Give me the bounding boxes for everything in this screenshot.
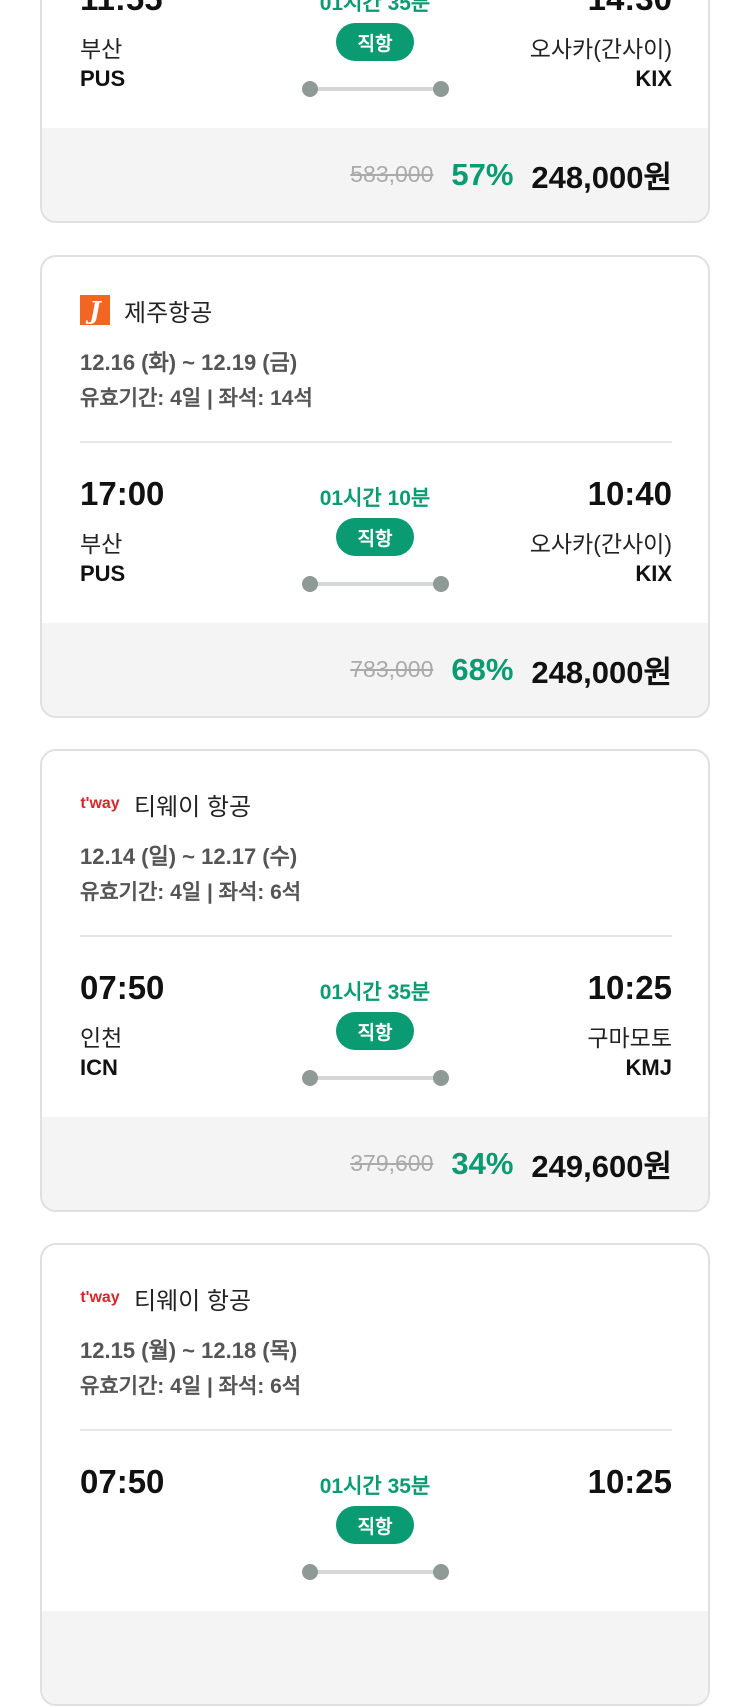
direct-badge: 직항	[336, 23, 414, 61]
direct-badge: 직항	[336, 1506, 414, 1544]
sale-price: 249,600원	[531, 1149, 672, 1184]
original-price: 783,000	[350, 656, 434, 682]
flight-card[interactable]: t'way 티웨이 항공 12.15 (월) ~ 12.18 (목) 유효기간:…	[40, 1243, 710, 1706]
original-price: 379,600	[350, 1150, 434, 1176]
arrival-time: 10:25	[587, 1463, 672, 1500]
flight-duration: 01시간 10분	[319, 487, 431, 510]
airline-name: 제주항공	[124, 299, 213, 327]
travel-dates: 12.15 (월) ~ 12.18 (목)	[80, 1338, 298, 1363]
route-line	[302, 1070, 449, 1086]
flight-duration: 01시간 35분	[319, 1475, 431, 1498]
validity-seats: 유효기간: 4일 | 좌석: 6석	[80, 881, 302, 904]
departure-code: PUS	[80, 561, 126, 586]
origin-dot	[302, 81, 318, 97]
departure-city: 부산	[80, 531, 123, 557]
departure-city: 부산	[80, 36, 123, 62]
tway-logo: t'way	[80, 1289, 120, 1306]
sale-price: 248,000원	[531, 655, 672, 690]
price-footer: 583,000 57% 248,000원	[42, 128, 708, 221]
route-line	[302, 1564, 449, 1580]
flight-card[interactable]: J 제주항공 12.16 (화) ~ 12.19 (금) 유효기간: 4일 | …	[40, 255, 710, 718]
departure-time: 07:50	[80, 969, 165, 1006]
sale-price: 248,000원	[531, 160, 672, 195]
travel-dates: 12.16 (화) ~ 12.19 (금)	[80, 350, 298, 375]
travel-dates: 12.14 (일) ~ 12.17 (수)	[80, 844, 298, 869]
airline: t'way 티웨이 항공	[80, 1283, 252, 1315]
departure-time: 07:50	[80, 1463, 165, 1500]
price-footer: 783,000 68% 248,000원	[42, 623, 708, 716]
flight-card[interactable]: t'way 티웨이 항공 12.14 (일) ~ 12.17 (수) 유효기간:…	[40, 749, 710, 1212]
arrival-code: KMJ	[625, 1055, 672, 1080]
airline: t'way 티웨이 항공	[80, 789, 252, 821]
arrival-code: KIX	[635, 561, 672, 586]
arrival-city: 구마모토	[587, 1025, 672, 1051]
price-footer: 379,600 34% 249,600원	[42, 1117, 708, 1210]
origin-dot	[302, 576, 318, 592]
departure-time: 11:55	[80, 0, 163, 18]
origin-dot	[302, 1070, 318, 1086]
destination-dot	[433, 576, 449, 592]
discount-rate: 34%	[451, 1145, 514, 1181]
flight-duration: 01시간 35분	[319, 0, 431, 15]
departure-code: ICN	[80, 1055, 118, 1080]
arrival-time: 10:40	[587, 475, 672, 512]
arrival-time: 14:30	[588, 0, 672, 18]
divider	[80, 935, 672, 937]
arrival-city: 오사카(간사이)	[529, 531, 672, 557]
destination-dot	[433, 81, 449, 97]
direct-badge: 직항	[336, 518, 414, 556]
airline-name: 티웨이 항공	[134, 793, 252, 821]
route-line	[302, 81, 449, 97]
discount-rate: 68%	[451, 651, 514, 687]
validity-seats: 유효기간: 4일 | 좌석: 14석	[80, 387, 313, 410]
destination-dot	[433, 1564, 449, 1580]
validity-seats: 유효기간: 4일 | 좌석: 6석	[80, 1375, 302, 1398]
price-footer	[42, 1611, 708, 1704]
departure-city: 인천	[80, 1025, 123, 1051]
discount-rate: 57%	[451, 156, 514, 192]
airline-name: 티웨이 항공	[134, 1287, 252, 1315]
arrival-time: 10:25	[587, 969, 672, 1006]
origin-dot	[302, 1564, 318, 1580]
jeju-air-logo: J	[80, 295, 110, 325]
tway-logo: t'way	[80, 795, 120, 812]
arrival-city: 오사카(간사이)	[529, 36, 672, 62]
arrival-code: KIX	[635, 66, 672, 91]
destination-dot	[433, 1070, 449, 1086]
direct-badge: 직항	[336, 1012, 414, 1050]
airline: J 제주항공	[80, 295, 213, 327]
divider	[80, 1429, 672, 1431]
flight-duration: 01시간 35분	[319, 981, 431, 1004]
route-line	[302, 576, 449, 592]
original-price: 583,000	[350, 161, 434, 187]
flight-card[interactable]: 11:55 부산 PUS 01시간 35분 직항 14:30 오사카(간사이) …	[40, 0, 710, 223]
divider	[80, 441, 672, 443]
departure-time: 17:00	[80, 475, 165, 512]
departure-code: PUS	[80, 66, 126, 91]
